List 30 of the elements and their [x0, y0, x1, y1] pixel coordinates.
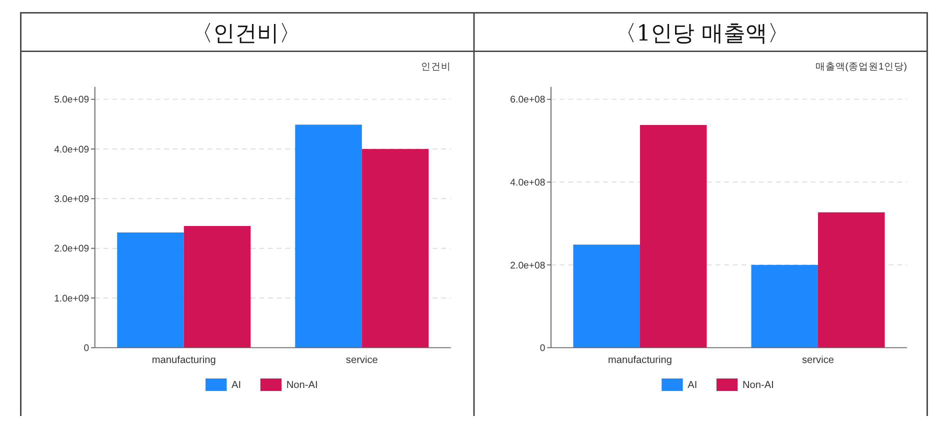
- x-tick-label: service: [346, 355, 378, 366]
- x-tick-label: manufacturing: [152, 355, 216, 366]
- bar: [184, 226, 251, 348]
- chart-title: 〈1인당 매출액〉: [614, 20, 790, 47]
- y-tick-label: 3.0e+09: [54, 194, 90, 206]
- legend-label: AI: [688, 380, 698, 391]
- y-tick-label: 4.0e+08: [510, 177, 546, 188]
- y-axis-title: 인건비: [420, 62, 451, 73]
- y-tick-label: 6.0e+08: [510, 94, 546, 106]
- y-tick-label: 1.0e+09: [54, 293, 90, 304]
- y-tick-label: 2.0e+09: [54, 244, 90, 255]
- bar: [640, 124, 707, 348]
- y-tick-label: 0: [540, 343, 546, 354]
- legend-label: AI: [232, 380, 242, 391]
- y-tick-label: 0: [84, 343, 90, 354]
- bar: [751, 264, 818, 348]
- bar: [362, 148, 429, 348]
- y-tick-label: 2.0e+08: [510, 260, 546, 272]
- x-tick-label: service: [802, 355, 834, 366]
- y-tick-label: 4.0e+09: [54, 144, 90, 156]
- x-tick-label: manufacturing: [608, 355, 672, 366]
- y-tick-label: 5.0e+09: [54, 94, 90, 106]
- bar: [117, 232, 184, 348]
- bar: [818, 212, 885, 348]
- bar: [573, 244, 640, 348]
- y-axis-title: 매출액(종업원1인당): [815, 62, 908, 73]
- legend-label: Non-AI: [286, 380, 318, 391]
- legend-label: Non-AI: [742, 380, 774, 391]
- bar: [295, 124, 362, 348]
- chart-title: 〈인건비〉: [190, 20, 301, 47]
